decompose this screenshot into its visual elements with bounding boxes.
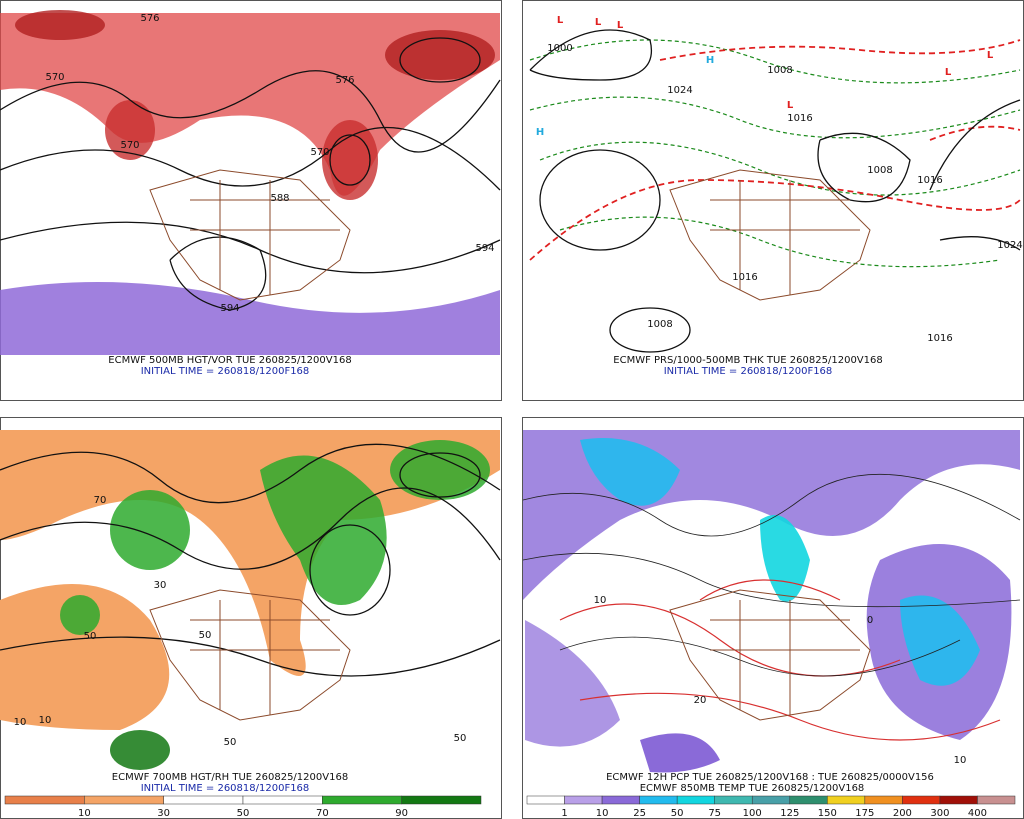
colorbar-label: 90: [395, 808, 408, 819]
colorbar-label: 175: [855, 808, 874, 819]
contour-label: 1016: [927, 333, 952, 344]
colorbar-label: 1: [561, 808, 567, 819]
colorbar-label: 300: [930, 808, 949, 819]
colorbar-label: 50: [237, 808, 250, 819]
colorbar-swatch: [526, 795, 565, 805]
contour-label: 594: [475, 243, 494, 254]
map-500mb: [0, 10, 501, 355]
contour-label: 588: [270, 193, 289, 204]
colorbar-swatch: [322, 795, 402, 805]
contour-label: 50: [199, 630, 212, 641]
map-precip: [522, 430, 1021, 773]
contour-label: 10: [39, 715, 52, 726]
contour-label: 1016: [732, 272, 757, 283]
colorbar-swatch: [163, 795, 244, 805]
pressure-center: H: [536, 127, 544, 138]
pressure-center: H: [706, 55, 714, 66]
pressure-center: L: [945, 67, 952, 78]
pressure-center: L: [787, 100, 794, 111]
colorbar-label: 125: [780, 808, 799, 819]
contour-label: 570: [45, 72, 64, 83]
contour-label: 1016: [917, 175, 942, 186]
contour-label: 1008: [867, 165, 892, 176]
caption: ECMWF 850MB TEMP TUE 260825/1200V168: [640, 783, 865, 794]
caption: INITIAL TIME = 260818/1200F168: [141, 783, 310, 794]
colorbar-swatch: [564, 795, 603, 805]
colorbar-swatch: [789, 795, 828, 805]
pressure-center: L: [617, 20, 624, 31]
colorbar-label: 10: [78, 808, 91, 819]
contour-label: 1008: [767, 65, 792, 76]
colorbar-swatch: [242, 795, 323, 805]
caption: ECMWF 700MB HGT/RH TUE 260825/1200V168: [112, 772, 348, 783]
pressure-center: L: [595, 17, 602, 28]
colorbar-label: 50: [671, 808, 684, 819]
colorbar-label: 70: [316, 808, 329, 819]
colorbar-label: 400: [968, 808, 987, 819]
contour-label: 570: [310, 147, 329, 158]
contour-label: 50: [84, 631, 97, 642]
colorbar-swatch: [84, 795, 164, 805]
contour-label: 20: [694, 695, 707, 706]
contour-label: 1024: [667, 85, 692, 96]
map-700mb: [0, 430, 501, 770]
caption: INITIAL TIME = 260818/1200F168: [664, 366, 833, 377]
contour-label: 10: [954, 755, 967, 766]
colorbar-label: 200: [893, 808, 912, 819]
contour-label: 594: [220, 303, 239, 314]
contour-label: 570: [120, 140, 139, 151]
contour-label: 1008: [647, 319, 672, 330]
colorbar-swatch: [977, 795, 1016, 805]
contour-label: 30: [154, 580, 167, 591]
contour-label: 1000: [547, 43, 572, 54]
colorbar-swatch: [827, 795, 866, 805]
caption: ECMWF 12H PCP TUE 260825/1200V168 : TUE …: [606, 772, 934, 783]
colorbar-label: 30: [157, 808, 170, 819]
colorbar-swatch: [639, 795, 678, 805]
colorbar-swatch: [401, 795, 482, 805]
contour-label: 1024: [997, 240, 1022, 251]
colorbar-swatch: [751, 795, 791, 805]
contour-label: 10: [594, 595, 607, 606]
contour-label: 576: [335, 75, 354, 86]
colorbar-label: 75: [708, 808, 721, 819]
contour-label: 10: [14, 717, 27, 728]
colorbar-label: 25: [633, 808, 646, 819]
contour-label: 70: [94, 495, 107, 506]
caption: ECMWF PRS/1000-500MB THK TUE 260825/1200…: [613, 355, 882, 366]
contour-label: 50: [454, 733, 467, 744]
contour-label: 50: [224, 737, 237, 748]
colorbar-label: 150: [818, 808, 837, 819]
pressure-center: L: [987, 50, 994, 61]
contour-label: 1016: [787, 113, 812, 124]
caption: INITIAL TIME = 260818/1200F168: [141, 366, 310, 377]
colorbar-swatch: [939, 795, 978, 805]
contour-label: 0: [867, 615, 873, 626]
colorbar-swatch: [714, 795, 753, 805]
colorbar-swatch: [676, 795, 715, 805]
contour-label: 576: [140, 13, 159, 24]
colorbar-swatch: [864, 795, 903, 805]
colorbar-swatch: [902, 795, 941, 805]
caption: ECMWF 500MB HGT/VOR TUE 260825/1200V168: [108, 355, 351, 366]
colorbar-label: 10: [596, 808, 609, 819]
colorbar-swatch: [4, 795, 85, 805]
colorbar-label: 100: [743, 808, 762, 819]
map-mslp: [529, 29, 1021, 353]
colorbar-swatch: [601, 795, 640, 805]
pressure-center: L: [557, 15, 564, 26]
